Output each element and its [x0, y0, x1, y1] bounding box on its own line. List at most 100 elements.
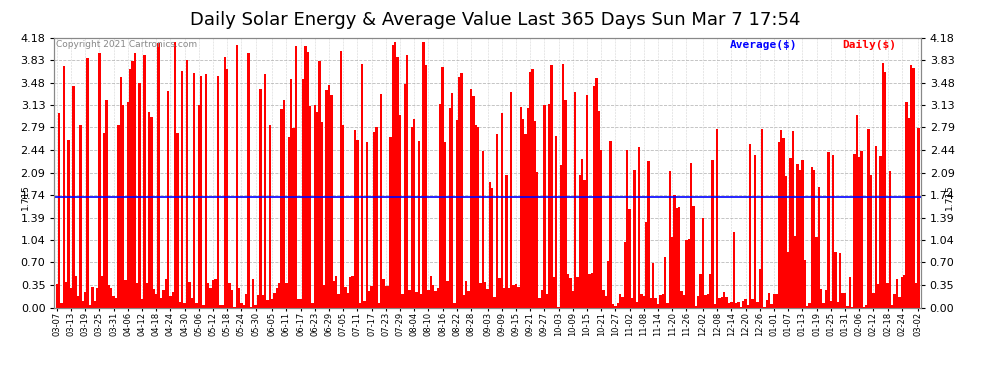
Bar [164, 279, 167, 308]
Bar [782, 138, 785, 308]
Bar [453, 303, 455, 307]
Bar [858, 157, 860, 308]
Bar [489, 182, 491, 308]
Bar [210, 288, 212, 308]
Bar [915, 284, 917, 308]
Bar [435, 291, 437, 308]
Bar [442, 67, 444, 308]
Bar [297, 299, 299, 307]
Bar [600, 150, 602, 308]
Bar [562, 64, 564, 308]
Bar [361, 64, 363, 308]
Bar [446, 281, 448, 308]
Bar [299, 299, 302, 307]
Bar [236, 45, 238, 308]
Bar [894, 294, 896, 307]
Bar [707, 294, 709, 308]
Bar [508, 288, 510, 308]
Bar [479, 283, 482, 308]
Bar [200, 76, 202, 308]
Bar [659, 295, 661, 307]
Bar [81, 301, 84, 307]
Bar [695, 306, 697, 308]
Bar [680, 291, 683, 308]
Bar [482, 151, 484, 308]
Bar [559, 165, 562, 308]
Bar [654, 298, 656, 307]
Bar [830, 301, 832, 307]
Bar [248, 53, 249, 307]
Text: Copyright 2021 Cartronics.com: Copyright 2021 Cartronics.com [56, 40, 197, 49]
Bar [638, 147, 641, 308]
Bar [787, 252, 789, 308]
Bar [292, 128, 295, 308]
Bar [901, 277, 903, 308]
Bar [190, 298, 193, 307]
Bar [167, 92, 169, 308]
Bar [576, 277, 579, 308]
Bar [268, 126, 271, 308]
Bar [406, 55, 408, 308]
Bar [742, 301, 744, 307]
Bar [545, 294, 547, 307]
Bar [183, 303, 186, 307]
Bar [832, 154, 835, 308]
Bar [455, 120, 458, 308]
Bar [768, 293, 770, 308]
Bar [796, 164, 799, 308]
Bar [721, 297, 723, 307]
Bar [176, 134, 179, 308]
Bar [837, 302, 840, 307]
Bar [62, 66, 65, 308]
Bar [150, 117, 152, 308]
Bar [673, 195, 676, 308]
Bar [799, 170, 801, 308]
Bar [181, 71, 183, 308]
Bar [460, 73, 462, 308]
Bar [634, 170, 636, 308]
Bar [751, 299, 753, 307]
Bar [115, 298, 117, 307]
Bar [134, 53, 136, 307]
Bar [93, 301, 96, 307]
Bar [103, 132, 105, 308]
Bar [541, 290, 544, 308]
Bar [688, 239, 690, 308]
Bar [641, 294, 643, 307]
Bar [685, 240, 688, 308]
Bar [205, 74, 207, 307]
Bar [387, 286, 389, 308]
Bar [749, 144, 751, 308]
Bar [860, 151, 862, 308]
Bar [470, 89, 472, 308]
Bar [820, 289, 823, 308]
Bar [428, 290, 430, 308]
Bar [283, 100, 285, 308]
Bar [152, 289, 155, 308]
Bar [465, 281, 467, 308]
Bar [65, 282, 67, 308]
Bar [326, 90, 328, 308]
Bar [602, 290, 605, 308]
Bar [392, 45, 394, 308]
Bar [552, 277, 555, 308]
Bar [884, 72, 886, 308]
Bar [399, 115, 401, 308]
Bar [72, 86, 74, 308]
Bar [590, 273, 593, 308]
Bar [98, 53, 101, 307]
Bar [569, 278, 571, 308]
Bar [155, 294, 157, 307]
Bar [125, 280, 127, 308]
Bar [353, 130, 356, 308]
Bar [273, 293, 276, 308]
Bar [738, 302, 740, 307]
Bar [356, 140, 358, 308]
Bar [188, 282, 190, 308]
Bar [430, 276, 432, 308]
Bar [328, 85, 331, 308]
Text: 1.715: 1.715 [944, 184, 953, 210]
Bar [462, 295, 465, 307]
Bar [607, 261, 610, 308]
Bar [349, 277, 351, 308]
